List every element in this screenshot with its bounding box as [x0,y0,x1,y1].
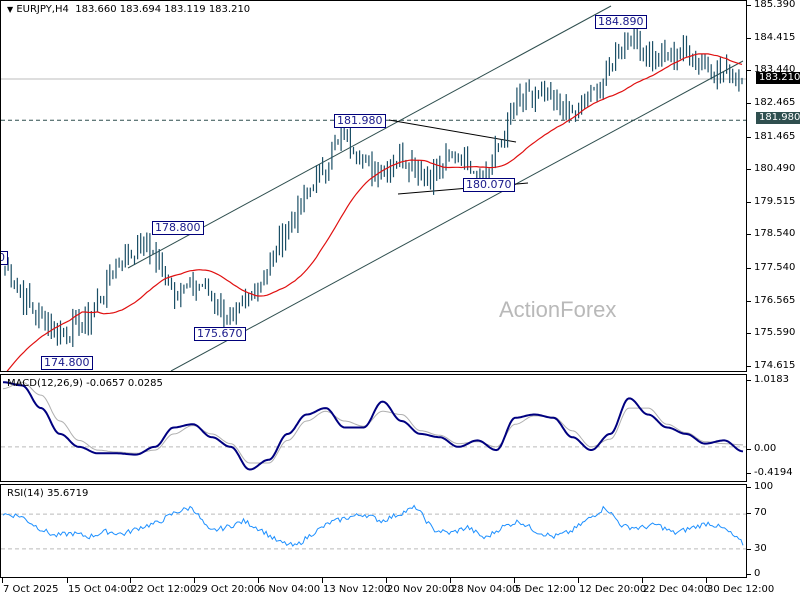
moving-average-line [6,53,743,371]
axis-tick-label: 181.465 [754,130,796,142]
rsi-canvas[interactable] [1,485,747,578]
axis-tick-label: 100 [754,481,774,492]
time-tick [130,578,131,583]
macd-pane[interactable]: MACD(12,26,9) -0.0657 0.0285 [0,374,747,482]
axis-tick-label: 178.540 [754,228,796,240]
collapse-triangle-icon[interactable]: ▼ [7,5,14,14]
time-label: 28 Nov 04:00 [451,584,519,595]
time-label: 6 Nov 04:00 [259,584,321,595]
price-label-high-181980: 181.980 [334,114,386,128]
time-tick [706,578,707,583]
price-label-low-174800: 174.800 [41,356,93,370]
axis-tick-label: 175.590 [754,327,796,339]
axis-tick [747,549,751,550]
triangle-upper-line [388,119,517,143]
axis-tick [747,268,751,269]
time-label: 30 Dec 12:00 [707,584,775,595]
time-tick [578,578,579,583]
price-label-low-180070: 180.070 [463,178,515,192]
rsi-line [2,504,744,547]
axis-tick [747,300,751,302]
axis-tick [747,169,751,171]
time-label: 7 Oct 2025 [3,584,59,595]
axis-tick-label: 0 [754,568,761,579]
macd-signal-line [2,381,743,464]
watermark: ActionForex [499,297,617,322]
time-tick [258,578,259,583]
axis-tick-label: 182.465 [754,96,796,108]
axis-tick [747,5,751,6]
time-tick [2,578,3,583]
axis-tick [747,333,751,335]
axis-tick-label: 0.00 [754,443,777,454]
axis-tick-label: -0.4194 [754,467,793,478]
time-tick [386,578,387,583]
axis-tick [747,70,751,72]
time-label: 5 Dec 12:00 [515,584,576,595]
axis-tick [747,234,751,236]
time-label: 29 Oct 20:00 [195,584,261,595]
time-tick [450,578,451,583]
axis-tick [747,102,751,104]
level-price-tag: 181.980 [756,112,800,124]
price-chart-pane[interactable]: ▼ EURJPY,H4 183.660 183.694 183.119 183.… [0,0,747,372]
axis-tick-label: 70 [754,507,767,518]
axis-tick-label: 174.615 [754,360,796,371]
price-axis[interactable]: 185.390 184.415 183.440 182.465 181.465 180.4… [747,0,800,372]
price-label-low-175670: 175.670 [194,327,246,341]
axis-tick [747,37,751,39]
time-axis[interactable]: 7 Oct 2025 15 Oct 04:00 22 Oct 12:00 29 Oct… [0,578,800,600]
macd-label: MACD(12,26,9) -0.0657 0.0285 [7,378,163,389]
axis-tick-label: 185.390 [754,0,796,10]
axis-tick [747,380,751,381]
rsi-pane[interactable]: RSI(14) 35.6719 [0,484,747,578]
time-label: 22 Dec 04:00 [643,584,711,595]
axis-tick-label: 177.540 [754,262,796,273]
time-label: 12 Dec 20:00 [579,584,647,595]
axis-tick [747,136,751,138]
macd-axis[interactable]: 1.0183 0.00 -0.4194 [747,374,800,482]
time-tick [514,578,515,583]
channel-lower-line [170,60,744,371]
time-label: 15 Oct 04:00 [68,584,134,595]
axis-tick-label: 180.490 [754,163,796,175]
axis-tick-label: 1.0183 [754,374,789,385]
price-chart-canvas[interactable] [1,1,747,372]
axis-tick [747,201,751,203]
chart-header: ▼ EURJPY,H4 183.660 183.694 183.119 183.… [7,4,250,15]
axis-tick [747,449,751,450]
axis-tick-label: 176.565 [754,294,796,306]
time-tick [67,578,68,583]
axis-tick [747,366,751,367]
rsi-label: RSI(14) 35.6719 [7,488,89,499]
time-tick [194,578,195,583]
time-label: 13 Nov 12:00 [323,584,391,595]
channel-upper-line [127,5,612,269]
rsi-axis[interactable]: 100 70 30 0 [747,481,800,579]
price-label-left-edge: 0 [1,251,8,265]
current-price-tag: 183.210 [756,72,800,84]
price-label-high-184890: 184.890 [595,15,647,29]
axis-tick [747,574,751,575]
axis-tick-label: 184.415 [754,31,796,43]
ohlc-values: 183.660 183.694 183.119 183.210 [75,4,251,15]
time-label: 20 Nov 20:00 [387,584,455,595]
macd-canvas[interactable] [1,375,747,482]
price-label-high-178800: 178.800 [152,221,204,235]
time-tick [642,578,643,583]
axis-tick [747,473,751,474]
axis-tick-label: 179.515 [754,195,796,207]
time-tick [322,578,323,583]
axis-tick [747,513,751,514]
axis-tick [747,487,751,488]
ohlc-bars [4,19,743,347]
time-label: 22 Oct 12:00 [131,584,197,595]
axis-tick-label: 183.440 [754,64,796,76]
macd-main-line [3,381,744,471]
axis-tick-label: 30 [754,543,767,554]
symbol-title: EURJPY,H4 [16,4,69,15]
